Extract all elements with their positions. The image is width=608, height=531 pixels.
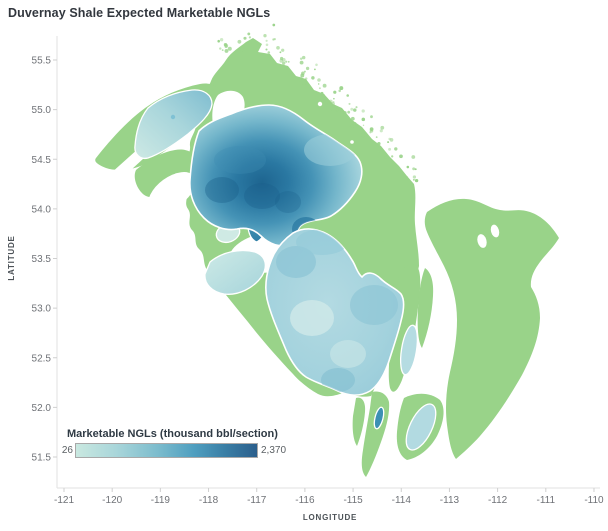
x-tick-label: -117 xyxy=(247,495,267,506)
exclusion-dot-2 xyxy=(350,140,354,144)
patch-west-central[interactable] xyxy=(204,249,266,295)
patch-east-strip-south[interactable] xyxy=(400,400,442,455)
central-texture xyxy=(276,229,398,392)
chart-title: Duvernay Shale Expected Marketable NGLs xyxy=(8,6,271,20)
x-tick-label: -111 xyxy=(537,495,556,506)
x-tick-label: -112 xyxy=(488,495,508,506)
legend-title: Marketable NGLs (thousand bbl/section) xyxy=(67,428,278,440)
x-axis: -121 -120 -119 -118 -117 -116 -115 -114 -113 -112… xyxy=(54,488,604,506)
legend: Marketable NGLs (thousand bbl/section) 2… xyxy=(57,428,286,458)
x-tick-label: -118 xyxy=(199,495,219,506)
exclusion-dot-1 xyxy=(317,101,323,107)
x-tick-label: -115 xyxy=(343,495,363,506)
x-tick-label: -113 xyxy=(440,495,460,506)
patch-speck-blue xyxy=(170,114,176,120)
legend-max-label: 2,370 xyxy=(261,445,287,456)
region-strip-2[interactable] xyxy=(417,268,434,348)
y-tick-label: 54.0 xyxy=(32,204,52,215)
map-ngl-patches[interactable] xyxy=(134,89,442,455)
x-tick-label: -119 xyxy=(151,495,171,506)
y-tick-label: 53.0 xyxy=(32,304,52,315)
y-tick-label: 54.5 xyxy=(32,155,52,166)
y-tick-label: 53.5 xyxy=(32,254,52,265)
x-tick-label: -116 xyxy=(295,495,315,506)
region-south-tail[interactable] xyxy=(361,391,390,477)
y-axis-title: LATITUDE xyxy=(7,235,16,280)
patch-east-strip-north[interactable] xyxy=(398,324,421,376)
x-tick-label: -114 xyxy=(392,495,412,506)
kaybob-texture xyxy=(205,134,356,241)
exclusion-bay-west xyxy=(148,172,196,212)
map-ngl-kaybob-blob[interactable] xyxy=(189,104,363,247)
map-speckle-edge xyxy=(217,23,419,183)
legend-gradient-bar xyxy=(75,443,258,458)
map-ngl-central-blob[interactable] xyxy=(265,228,405,396)
region-east-lobe[interactable] xyxy=(424,198,559,459)
map-speck-green xyxy=(380,236,386,242)
patch-south-dark-sliver[interactable] xyxy=(372,406,385,430)
region-south-tail-thin[interactable] xyxy=(352,397,366,446)
legend-min-label: 26 xyxy=(61,445,73,456)
exclusion-hole-east-2 xyxy=(490,224,500,238)
x-tick-label: -121 xyxy=(54,495,74,506)
patch-northwest-arm[interactable] xyxy=(134,89,213,160)
y-axis: 55.5 55.0 54.5 54.0 53.5 53.0 52.5 52.0 51.5 xyxy=(32,56,57,464)
y-tick-label: 55.0 xyxy=(32,105,52,116)
x-tick-label: -110 xyxy=(584,495,604,506)
y-tick-label: 52.5 xyxy=(32,353,52,364)
y-tick-label: 55.5 xyxy=(32,56,52,67)
x-tick-label: -120 xyxy=(102,495,122,506)
x-axis-title: LONGITUDE xyxy=(303,513,357,522)
y-tick-label: 52.0 xyxy=(32,403,52,414)
y-tick-label: 51.5 xyxy=(32,453,52,464)
exclusion-hole-east-1 xyxy=(477,234,487,248)
